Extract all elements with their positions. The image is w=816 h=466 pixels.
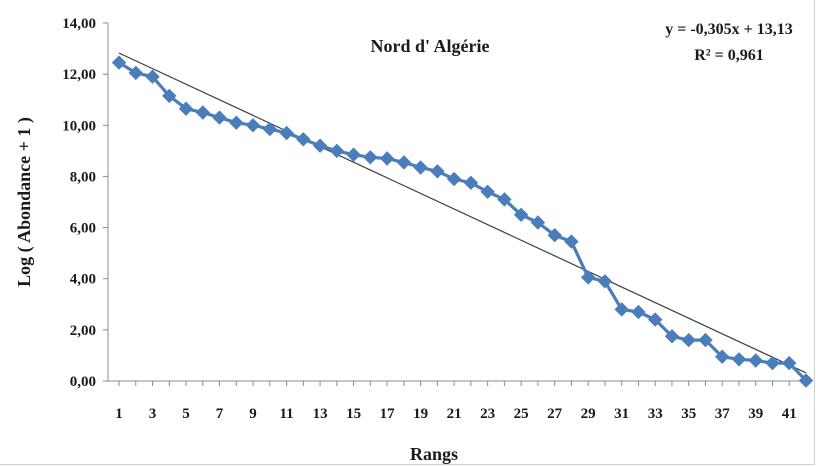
data-point — [480, 184, 495, 200]
data-point — [513, 207, 529, 223]
data-point — [614, 302, 629, 317]
data-point — [765, 355, 780, 371]
y-tick-label: 10,00 — [62, 118, 96, 134]
data-point — [145, 69, 160, 84]
x-tick-label: 37 — [715, 406, 731, 422]
chart-title: Nord d' Algérie — [371, 36, 490, 56]
data-point — [430, 164, 445, 179]
data-point — [312, 138, 328, 153]
x-tick-label: 17 — [380, 406, 396, 422]
data-point — [162, 88, 177, 104]
x-tick-label: 25 — [514, 406, 529, 422]
trendline-equation: y = -0,305x + 13,13 — [665, 21, 793, 38]
data-point — [564, 234, 579, 249]
data-point — [798, 373, 814, 388]
data-point — [597, 274, 613, 289]
y-tick-labels: 0,00 2,00 4,00 6,00 8,00 10,00 12,00 14,00 — [62, 16, 96, 390]
data-point — [731, 352, 747, 367]
x-tick-label: 19 — [413, 406, 428, 422]
x-tick-label: 11 — [279, 406, 293, 422]
data-point — [329, 143, 345, 159]
y-tick-label: 8,00 — [70, 169, 96, 185]
data-point — [212, 110, 227, 125]
y-tick-label: 0,00 — [70, 374, 96, 390]
y-axis-title: Log ( Abondance + 1 ) — [14, 117, 35, 287]
data-point — [647, 312, 663, 327]
x-tick-label: 29 — [581, 406, 596, 422]
x-tick-label: 31 — [614, 406, 629, 422]
data-point — [245, 118, 261, 133]
x-tick-label: 7 — [216, 406, 224, 422]
x-tick-label: 27 — [547, 406, 563, 422]
data-point — [379, 151, 395, 166]
data-point — [396, 155, 412, 170]
x-tick-label: 3 — [149, 406, 157, 422]
series-line — [118, 61, 808, 382]
data-point — [363, 150, 378, 165]
x-tick-label: 1 — [115, 406, 123, 422]
data-point — [446, 171, 462, 187]
y-tick-label: 4,00 — [70, 272, 96, 288]
data-point — [111, 55, 127, 70]
data-point — [128, 65, 144, 81]
data-point — [664, 329, 680, 344]
y-tick-label: 12,00 — [62, 67, 96, 83]
x-tick-label: 21 — [447, 406, 462, 422]
x-tick-label: 5 — [182, 406, 190, 422]
data-point — [698, 332, 713, 348]
x-tick-label: 15 — [346, 406, 361, 422]
x-tick-label: 13 — [313, 406, 328, 422]
y-tick-label: 6,00 — [70, 221, 96, 237]
data-point — [229, 115, 244, 130]
x-tick-labels: 1 3 5 7 9 11 13 15 17 19 21 23 25 27 29 31 33 35 37 39 41 — [115, 406, 796, 422]
x-tick-label: 39 — [748, 406, 763, 422]
trendline-r-squared: R² = 0,961 — [694, 47, 763, 64]
data-point — [580, 270, 596, 285]
data-point — [346, 147, 361, 162]
data-point — [262, 121, 278, 137]
x-axis-title: Rangs — [410, 444, 458, 464]
data-point — [296, 132, 311, 147]
trendline-path — [118, 52, 807, 374]
data-point — [463, 175, 479, 191]
axes — [103, 22, 810, 386]
x-tick-label: 9 — [249, 406, 257, 422]
data-point — [497, 192, 512, 207]
data-point — [178, 101, 194, 116]
y-tick-label: 14,00 — [62, 16, 96, 32]
data-point — [195, 105, 211, 120]
x-tick-label: 41 — [782, 406, 797, 422]
data-point — [748, 353, 763, 368]
data-point — [547, 227, 562, 243]
data-series — [111, 55, 814, 388]
y-tick-label: 2,00 — [70, 323, 96, 339]
trendline — [118, 52, 807, 374]
data-point — [781, 355, 797, 371]
data-point — [530, 215, 546, 230]
data-point — [631, 304, 646, 320]
data-point — [279, 125, 294, 141]
data-point — [413, 160, 428, 175]
data-point — [681, 332, 696, 348]
x-tick-label: 23 — [480, 406, 495, 422]
x-tick-label: 33 — [648, 406, 663, 422]
data-point — [714, 349, 730, 364]
x-tick-label: 35 — [681, 406, 696, 422]
